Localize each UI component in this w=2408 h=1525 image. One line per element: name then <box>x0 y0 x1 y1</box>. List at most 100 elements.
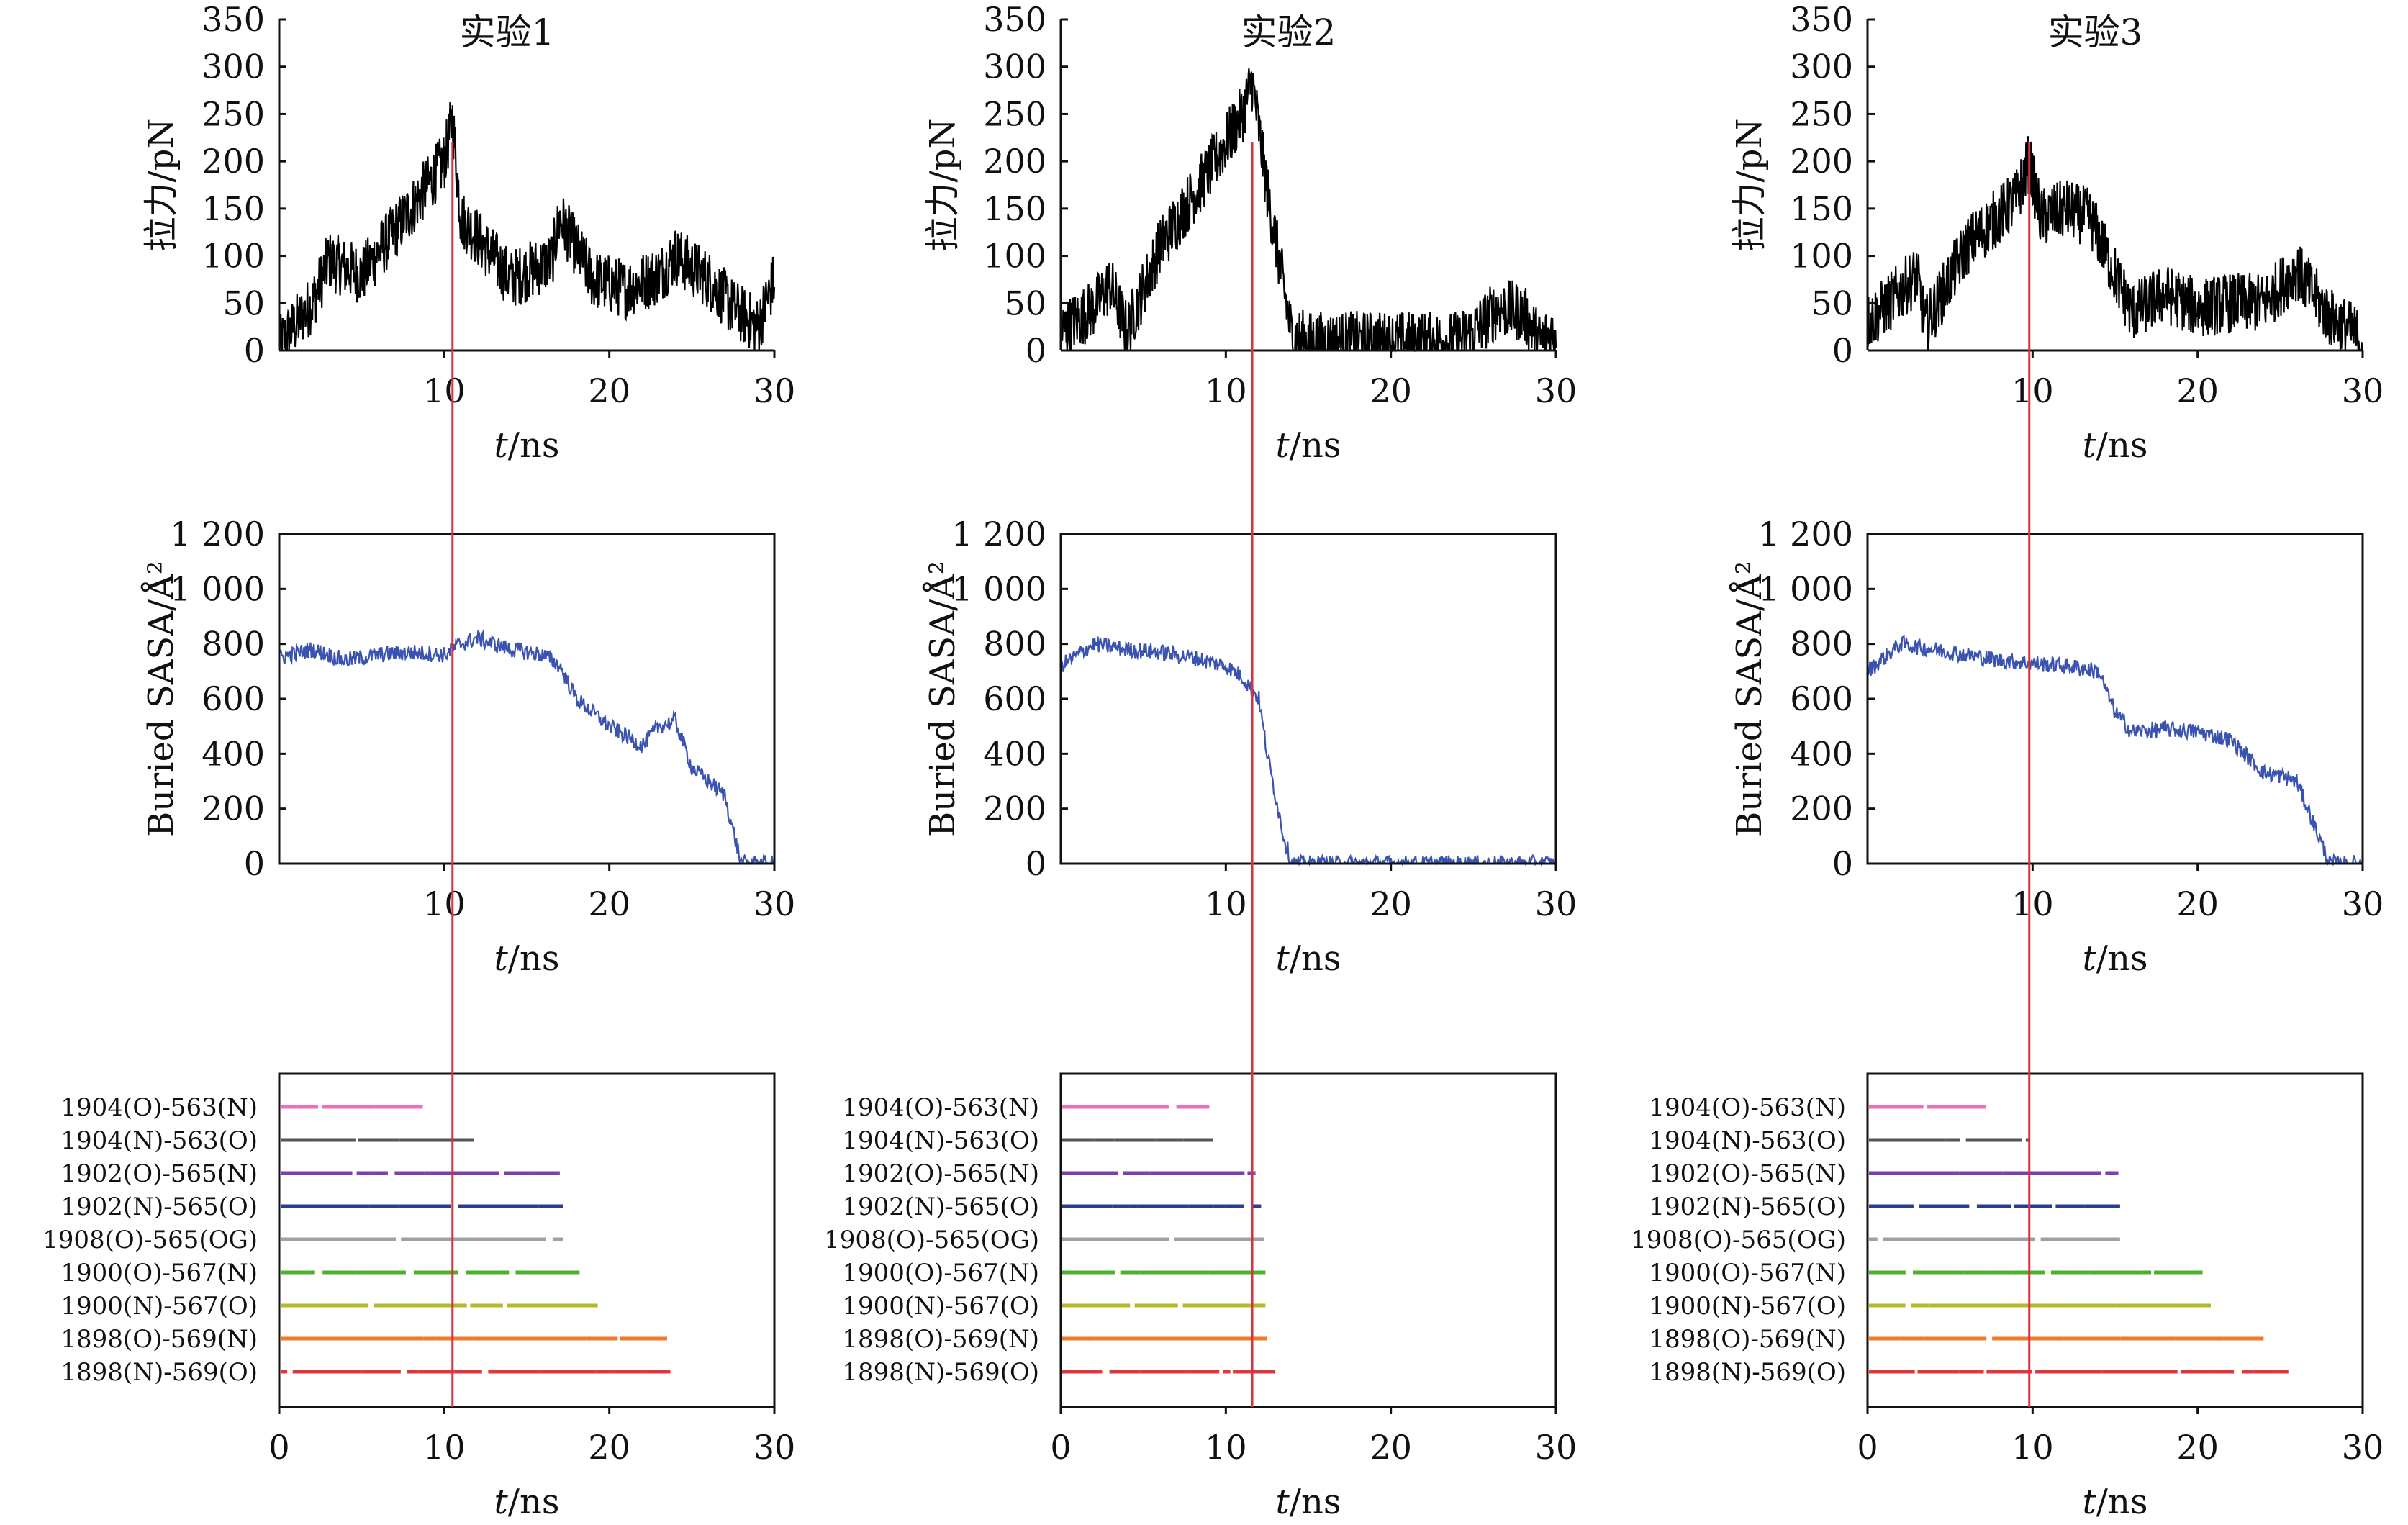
series-line <box>1866 635 2363 867</box>
plot-frame <box>1866 1072 2364 1408</box>
x-tick-label: 20 <box>2176 884 2219 923</box>
x-tick-label: 30 <box>753 371 796 410</box>
y-tick-label: 800 <box>983 625 1046 664</box>
y-tick-label: 1 200 <box>170 515 265 553</box>
y-tick-label: 0 <box>1026 331 1046 370</box>
x-axis-label-unit: /ns <box>1290 1482 1341 1522</box>
y-tick-label: 300 <box>983 47 1046 86</box>
x-axis-label-var: t <box>1275 1482 1290 1522</box>
x-tick-label: 10 <box>1205 1428 1247 1467</box>
y-tick-label: 0 <box>244 331 265 370</box>
x-tick-label: 30 <box>1535 1428 1578 1467</box>
x-tick-label: 30 <box>2342 371 2384 410</box>
x-tick-label: 0 <box>1050 1428 1071 1467</box>
x-tick-label: 10 <box>423 884 466 923</box>
x-axis-label: t/ns <box>1275 1482 1341 1522</box>
y-tick-label: 350 <box>983 0 1046 39</box>
bond-label: 1898(O)-569(N) <box>842 1325 1039 1354</box>
bond-label: 1900(O)-567(N) <box>842 1259 1039 1288</box>
y-tick-label: 600 <box>1790 679 1853 718</box>
x-tick-label: 30 <box>753 1428 796 1467</box>
bond-label: 1904(N)-563(O) <box>1649 1126 1846 1155</box>
y-tick-label: 400 <box>1790 734 1853 773</box>
y-tick-label: 100 <box>1790 237 1853 276</box>
bond-label: 1900(O)-567(N) <box>1649 1259 1846 1288</box>
x-tick-label: 20 <box>1370 371 1412 410</box>
bond-label: 1900(N)-567(O) <box>842 1292 1039 1321</box>
x-axis-label: t/ns <box>494 938 559 979</box>
series-line <box>1059 68 1557 354</box>
x-tick-label: 20 <box>1370 1428 1412 1467</box>
force-panel-3: 10 20 30 t/ns 0 50 100 150 200 250 300 350 拉力/pN 实验3 <box>1729 0 2384 466</box>
x-axis-label: t/ns <box>494 1482 559 1522</box>
y-tick-label: 200 <box>202 789 265 828</box>
y-tick-label: 300 <box>1790 47 1853 86</box>
hbond-panel-2: 1904(O)-563(N) 1904(N)-563(O) 1902(O)-565(… <box>824 1072 1578 1522</box>
series-line <box>1866 136 2363 352</box>
bond-label: 1902(O)-565(N) <box>842 1159 1039 1188</box>
x-tick-label: 10 <box>2011 884 2054 923</box>
y-tick-label: 1 000 <box>1758 569 1853 608</box>
y-tick-label: 1 000 <box>951 569 1046 608</box>
series-line <box>278 629 774 865</box>
bond-label: 1898(N)-569(O) <box>842 1358 1039 1387</box>
panel-title: 实验3 <box>2048 12 2143 53</box>
plot-frame <box>1059 1072 1557 1408</box>
y-tick-label: 200 <box>1790 789 1853 828</box>
y-tick-label: 200 <box>983 789 1046 828</box>
x-axis-label-unit: /ns <box>508 425 560 466</box>
hbond-panel-3: 1904(O)-563(N) 1904(N)-563(O) 1902(O)-565(… <box>1631 1072 2384 1522</box>
x-tick-label: 30 <box>1535 884 1578 923</box>
x-tick-label: 30 <box>753 884 796 923</box>
x-tick-label: 10 <box>423 371 466 410</box>
x-axis-label-var: t <box>494 1482 508 1522</box>
x-tick-label: 20 <box>588 884 630 923</box>
plot-frame <box>1059 533 1557 865</box>
bond-label: 1904(O)-563(N) <box>1649 1093 1846 1122</box>
x-axis-label-var: t <box>494 425 508 466</box>
y-tick-label: 100 <box>983 237 1046 276</box>
x-axis-label-var: t <box>2082 1482 2096 1522</box>
x-tick-label: 0 <box>1857 1428 1878 1467</box>
x-tick-label: 20 <box>2176 371 2219 410</box>
y-axis-label: 拉力/pN <box>141 119 181 252</box>
panel-title: 实验2 <box>1241 12 1336 53</box>
y-tick-label: 600 <box>983 679 1046 718</box>
bond-label: 1898(O)-569(N) <box>60 1325 258 1354</box>
bond-label: 1898(N)-569(O) <box>60 1358 258 1387</box>
x-axis-label: t/ns <box>2082 425 2147 466</box>
x-axis-label-var: t <box>1275 425 1290 466</box>
x-tick-label: 10 <box>1205 884 1247 923</box>
y-axis-label: Buried SASA/Å² <box>140 561 181 837</box>
y-tick-label: 0 <box>1832 331 1853 370</box>
y-tick-label: 300 <box>202 47 265 86</box>
x-tick-label: 20 <box>588 1428 630 1467</box>
y-tick-label: 250 <box>202 94 265 133</box>
sasa-panel-1: 10 20 30 t/ns 0 200 400 600 800 1 000 1 200 Buried … <box>140 515 795 979</box>
y-tick-label: 200 <box>983 142 1046 181</box>
series-line <box>278 102 776 352</box>
x-axis-label: t/ns <box>494 425 559 466</box>
bond-label: 1904(N)-563(O) <box>60 1126 258 1155</box>
bond-label: 1900(N)-567(O) <box>60 1292 258 1321</box>
x-tick-label: 20 <box>588 371 630 410</box>
y-tick-label: 200 <box>1790 142 1853 181</box>
y-tick-label: 200 <box>202 142 265 181</box>
x-axis-label: t/ns <box>2082 1482 2147 1522</box>
y-tick-label: 50 <box>1004 284 1046 322</box>
y-axis-label: Buried SASA/Å² <box>922 561 963 837</box>
bond-label: 1908(O)-565(OG) <box>1631 1226 1846 1254</box>
x-tick-label: 10 <box>2011 371 2054 410</box>
force-panel-2: 10 20 30 t/ns 0 50 100 150 200 250 300 350 拉力/pN 实验2 <box>923 0 1577 466</box>
x-tick-label: 0 <box>268 1428 289 1467</box>
bond-label: 1904(O)-563(N) <box>842 1093 1039 1122</box>
plot-frame <box>278 1072 776 1408</box>
y-tick-label: 150 <box>202 189 265 228</box>
bond-label: 1908(O)-565(OG) <box>42 1226 258 1254</box>
y-tick-label: 250 <box>1790 94 1853 133</box>
x-tick-label: 30 <box>2342 884 2384 923</box>
x-tick-label: 20 <box>2176 1428 2219 1467</box>
bond-label: 1904(O)-563(N) <box>60 1093 258 1122</box>
y-axis-label: 拉力/pN <box>923 119 963 252</box>
